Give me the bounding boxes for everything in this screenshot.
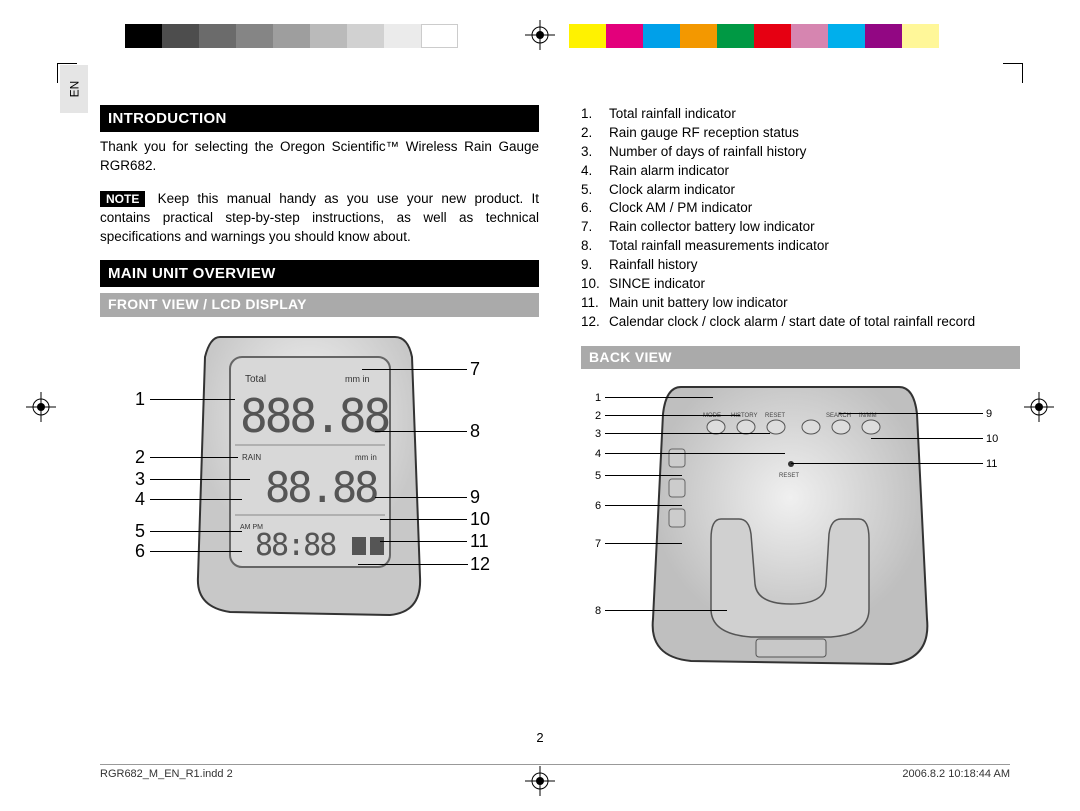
callout-line: [375, 431, 467, 432]
legend-item: Total rainfall measurements indicator: [581, 237, 1020, 256]
callout-line: [605, 543, 682, 544]
registration-mark-icon: [26, 392, 56, 422]
svg-text:RESET: RESET: [779, 473, 799, 479]
callout-line: [380, 519, 467, 520]
callout-back-3: 3: [595, 427, 601, 442]
callout-4: 4: [135, 487, 145, 512]
note-label: NOTE: [100, 191, 145, 207]
svg-text:Total: Total: [245, 374, 266, 385]
front-view-subheading: FRONT VIEW / LCD DISPLAY: [100, 293, 539, 317]
svg-text:888.88: 888.88: [240, 389, 388, 443]
svg-text:RESET: RESET: [765, 413, 785, 419]
callout-6: 6: [135, 539, 145, 564]
callout-line: [605, 610, 727, 611]
page-number: 2: [0, 730, 1080, 745]
callout-back-9: 9: [986, 407, 992, 422]
svg-text:HISTORY: HISTORY: [731, 413, 757, 419]
callout-line: [375, 497, 467, 498]
footer-filename: RGR682_M_EN_R1.indd 2: [100, 768, 233, 780]
callout-line: [150, 479, 250, 480]
legend-item: Number of days of rainfall history: [581, 143, 1020, 162]
svg-text:mm in: mm in: [355, 453, 377, 462]
legend-item: Rain gauge RF reception status: [581, 124, 1020, 143]
device-back-illustration: MODE HISTORY RESET SEARCH IN/MM RESET: [641, 379, 941, 679]
callout-back-4: 4: [595, 447, 601, 462]
language-tab: EN: [60, 65, 88, 113]
legend-item: Main unit battery low indicator: [581, 294, 1020, 313]
svg-text:MODE: MODE: [703, 413, 721, 419]
note-paragraph: NOTE Keep this manual handy as you use y…: [100, 190, 539, 247]
callout-back-11: 11: [986, 457, 997, 472]
callout-line: [605, 505, 682, 506]
left-column: INTRODUCTION Thank you for selecting the…: [100, 105, 539, 736]
callout-back-1: 1: [595, 391, 601, 406]
callout-line: [791, 463, 983, 464]
svg-text:mm in: mm in: [345, 374, 370, 384]
legend-item: Clock alarm indicator: [581, 181, 1020, 200]
svg-text:RAIN: RAIN: [242, 453, 261, 462]
legend-item: Clock AM / PM indicator: [581, 199, 1020, 218]
legend-item: Rain alarm indicator: [581, 162, 1020, 181]
front-view-legend: Total rainfall indicator Rain gauge RF r…: [581, 105, 1020, 332]
main-unit-heading: MAIN UNIT OVERVIEW: [100, 260, 539, 287]
callout-back-2: 2: [595, 409, 601, 424]
callout-line: [380, 541, 467, 542]
callout-back-10: 10: [986, 432, 998, 447]
callout-line: [362, 369, 467, 370]
callout-line: [605, 415, 740, 416]
svg-text:88:88: 88:88: [255, 528, 336, 563]
callout-line: [150, 531, 242, 532]
page-content: INTRODUCTION Thank you for selecting the…: [100, 105, 1020, 736]
svg-text:88.88: 88.88: [265, 463, 377, 512]
footer-timestamp: 2006.8.2 10:18:44 AM: [902, 768, 1010, 780]
callout-8: 8: [470, 419, 480, 444]
front-view-figure: Totalmm in 888.88 RAINmm in 88.88 AM PM …: [100, 327, 539, 677]
callout-back-7: 7: [595, 537, 601, 552]
callout-back-6: 6: [595, 499, 601, 514]
callout-line: [605, 475, 682, 476]
callout-7: 7: [470, 357, 480, 382]
language-label: EN: [67, 81, 81, 98]
callout-back-5: 5: [595, 469, 601, 484]
callout-12: 12: [470, 552, 490, 577]
callout-11: 11: [470, 529, 489, 554]
callout-line: [150, 551, 242, 552]
legend-item: Rain collector battery low indicator: [581, 218, 1020, 237]
legend-item: SINCE indicator: [581, 275, 1020, 294]
registration-mark-icon: [1024, 392, 1054, 422]
right-column: Total rainfall indicator Rain gauge RF r…: [581, 105, 1020, 736]
callout-line: [358, 564, 468, 565]
callout-line: [871, 438, 983, 439]
back-view-subheading: BACK VIEW: [581, 346, 1020, 370]
back-view-figure: MODE HISTORY RESET SEARCH IN/MM RESET 1 …: [581, 379, 1020, 699]
crop-mark-icon: [1003, 63, 1023, 83]
callout-line: [605, 433, 770, 434]
callout-back-8: 8: [595, 604, 601, 619]
legend-item: Calendar clock / clock alarm / start dat…: [581, 313, 1020, 332]
device-front-illustration: Totalmm in 888.88 RAINmm in 88.88 AM PM …: [190, 327, 430, 627]
callout-line: [605, 453, 785, 454]
registration-mark-icon: [525, 20, 555, 50]
callout-line: [150, 457, 238, 458]
callout-1: 1: [135, 387, 145, 412]
intro-paragraph: Thank you for selecting the Oregon Scien…: [100, 138, 539, 176]
introduction-heading: INTRODUCTION: [100, 105, 539, 132]
footer: RGR682_M_EN_R1.indd 2 2006.8.2 10:18:44 …: [100, 764, 1010, 780]
note-text: Keep this manual handy as you use your n…: [100, 191, 539, 244]
legend-item: Total rainfall indicator: [581, 105, 1020, 124]
callout-line: [150, 499, 242, 500]
callout-line: [839, 413, 983, 414]
callout-line: [605, 397, 713, 398]
callout-line: [150, 399, 235, 400]
legend-item: Rainfall history: [581, 256, 1020, 275]
